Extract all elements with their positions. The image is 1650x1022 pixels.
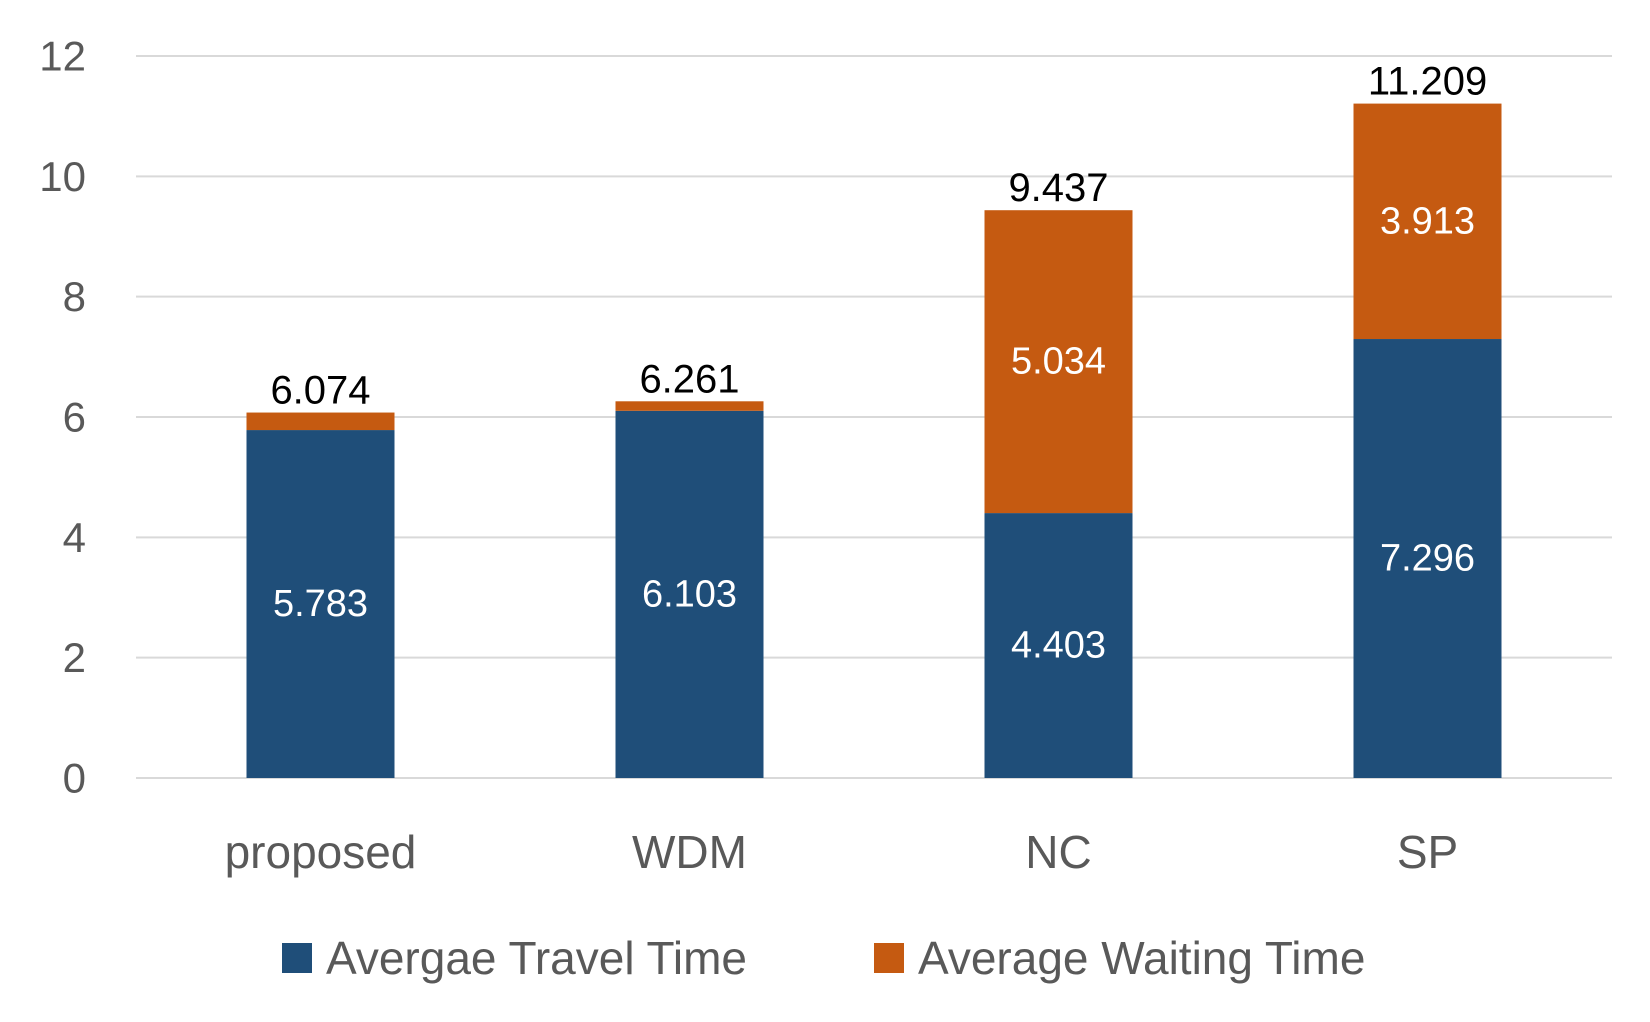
- total-value-label: 9.437: [1008, 166, 1108, 210]
- y-tick-label: 10: [39, 153, 86, 200]
- x-category-label: NC: [1025, 826, 1091, 878]
- segment-value-label: 3.913: [1380, 200, 1475, 242]
- y-tick-label: 0: [63, 755, 86, 802]
- segment-value-label: 7.296: [1380, 538, 1475, 580]
- segment-value-label: 4.403: [1011, 625, 1106, 667]
- bar-segment: [246, 412, 395, 431]
- segment-value-label: 5.034: [1011, 341, 1106, 383]
- legend: Avergae Travel Time Average Waiting Time: [282, 932, 1365, 984]
- bar-segment: [1353, 103, 1502, 340]
- legend-label: Average Waiting Time: [918, 932, 1365, 984]
- y-tick-label: 4: [63, 514, 86, 561]
- x-category-label: proposed: [225, 826, 417, 878]
- legend-swatch: [874, 943, 904, 973]
- bars: [246, 103, 1502, 778]
- legend-swatch: [282, 943, 312, 973]
- bar-segment: [615, 401, 764, 411]
- total-value-label: 6.261: [639, 357, 739, 401]
- y-tick-label: 2: [63, 634, 86, 681]
- x-category-label: WDM: [632, 826, 747, 878]
- total-value-label: 6.074: [270, 369, 370, 413]
- data-labels: 5.783 6.074 6.103 6.261 4.403 5.034 9.437 7.296…: [270, 60, 1487, 667]
- bar-segment: [984, 210, 1133, 514]
- y-tick-label: 12: [39, 33, 86, 80]
- bar-segment: [1353, 339, 1502, 778]
- bar-segment: [615, 410, 764, 778]
- bar-segment: [246, 430, 395, 778]
- segment-value-label: 6.103: [642, 573, 737, 615]
- x-category-label: SP: [1397, 826, 1458, 878]
- segment-value-label: 5.783: [273, 583, 368, 625]
- legend-label: Avergae Travel Time: [326, 932, 747, 984]
- y-tick-label: 6: [63, 394, 86, 441]
- y-tick-label: 8: [63, 273, 86, 320]
- x-axis-categories: proposed WDM NC SP: [225, 826, 1459, 878]
- total-value-label: 11.209: [1368, 60, 1487, 104]
- y-axis-ticks: 0 2 4 6 8 10 12: [39, 33, 86, 802]
- bar-segment: [984, 513, 1133, 778]
